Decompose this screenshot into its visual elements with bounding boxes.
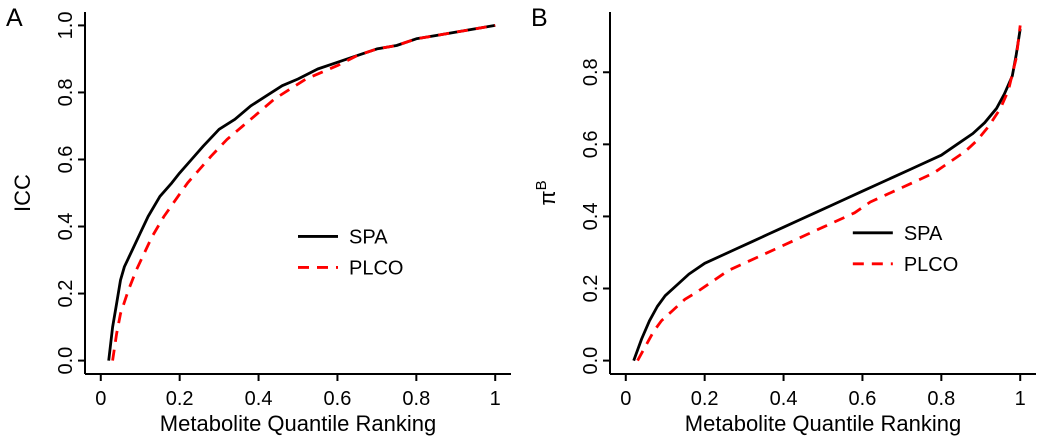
- y-axis-title-superscript: B: [533, 180, 550, 190]
- x-tick-label: 0.6: [849, 388, 877, 410]
- panel-A: 0 0.2 0.4 0.6 0.8 1 0.0 0.2 0.4 0.6 0.8 1.0 Metaboli…: [6, 4, 511, 436]
- x-tick-label: 1: [490, 388, 501, 410]
- x-tick-label: 0.6: [324, 388, 352, 410]
- y-tick-label: 0.8: [55, 79, 77, 107]
- panel-label: A: [6, 4, 23, 32]
- y-axis-title: πB: [533, 180, 560, 205]
- y-tick-label: 0.0: [580, 347, 602, 375]
- series-line-plco: [636, 25, 1022, 362]
- x-tick-label: 0.2: [691, 388, 719, 410]
- y-tick-label: 0.2: [55, 280, 77, 308]
- x-tick-label: 0: [95, 388, 106, 410]
- y-tick-label: 0.6: [580, 130, 602, 158]
- y-tick-label: 1.0: [55, 12, 77, 40]
- legend-label-plco: PLCO: [349, 257, 403, 279]
- y-tick-label: 0.2: [580, 275, 602, 303]
- x-tick-label: 0.2: [166, 388, 194, 410]
- x-tick-label: 0.8: [927, 388, 955, 410]
- panel-label: B: [531, 4, 548, 32]
- y-tick-label: 0.4: [580, 203, 602, 231]
- x-axis-title: Metabolite Quantile Ranking: [160, 411, 436, 436]
- legend-label-plco: PLCO: [904, 254, 958, 276]
- y-tick-label: 0.0: [55, 347, 77, 375]
- y-axis-title: ICC: [10, 174, 35, 212]
- chart-B: 0 0.2 0.4 0.6 0.8 10.00.20.40.60.8Metabolite …: [531, 4, 1036, 436]
- y-axis-title-base: ICC: [10, 174, 35, 212]
- x-axis-title: Metabolite Quantile Ranking: [685, 411, 961, 436]
- x-tick-label: 0: [620, 388, 631, 410]
- series-line-spa: [107, 24, 496, 361]
- chart-A: 0 0.2 0.4 0.6 0.8 1 0.0 0.2 0.4 0.6 0.8 1.0 Metaboli…: [6, 4, 511, 436]
- y-axis-title-base: π: [535, 190, 560, 205]
- legend-label-spa: SPA: [349, 226, 388, 248]
- legend-label-spa: SPA: [904, 223, 943, 245]
- series-line-plco: [111, 24, 496, 361]
- x-tick-label: 1: [1015, 388, 1026, 410]
- y-tick-label: 0.8: [580, 58, 602, 86]
- x-tick-label: 0.4: [770, 388, 798, 410]
- y-tick-label: 0.4: [55, 213, 77, 241]
- x-tick-label: 0.8: [402, 388, 430, 410]
- y-tick-label: 0.6: [55, 146, 77, 174]
- panel-B: 0 0.2 0.4 0.6 0.8 1 0.0 0.2 0.4 0.6 0.8 Metabolite …: [525, 0, 1050, 446]
- x-tick-label: 0.4: [245, 388, 273, 410]
- series-line-spa: [632, 28, 1022, 362]
